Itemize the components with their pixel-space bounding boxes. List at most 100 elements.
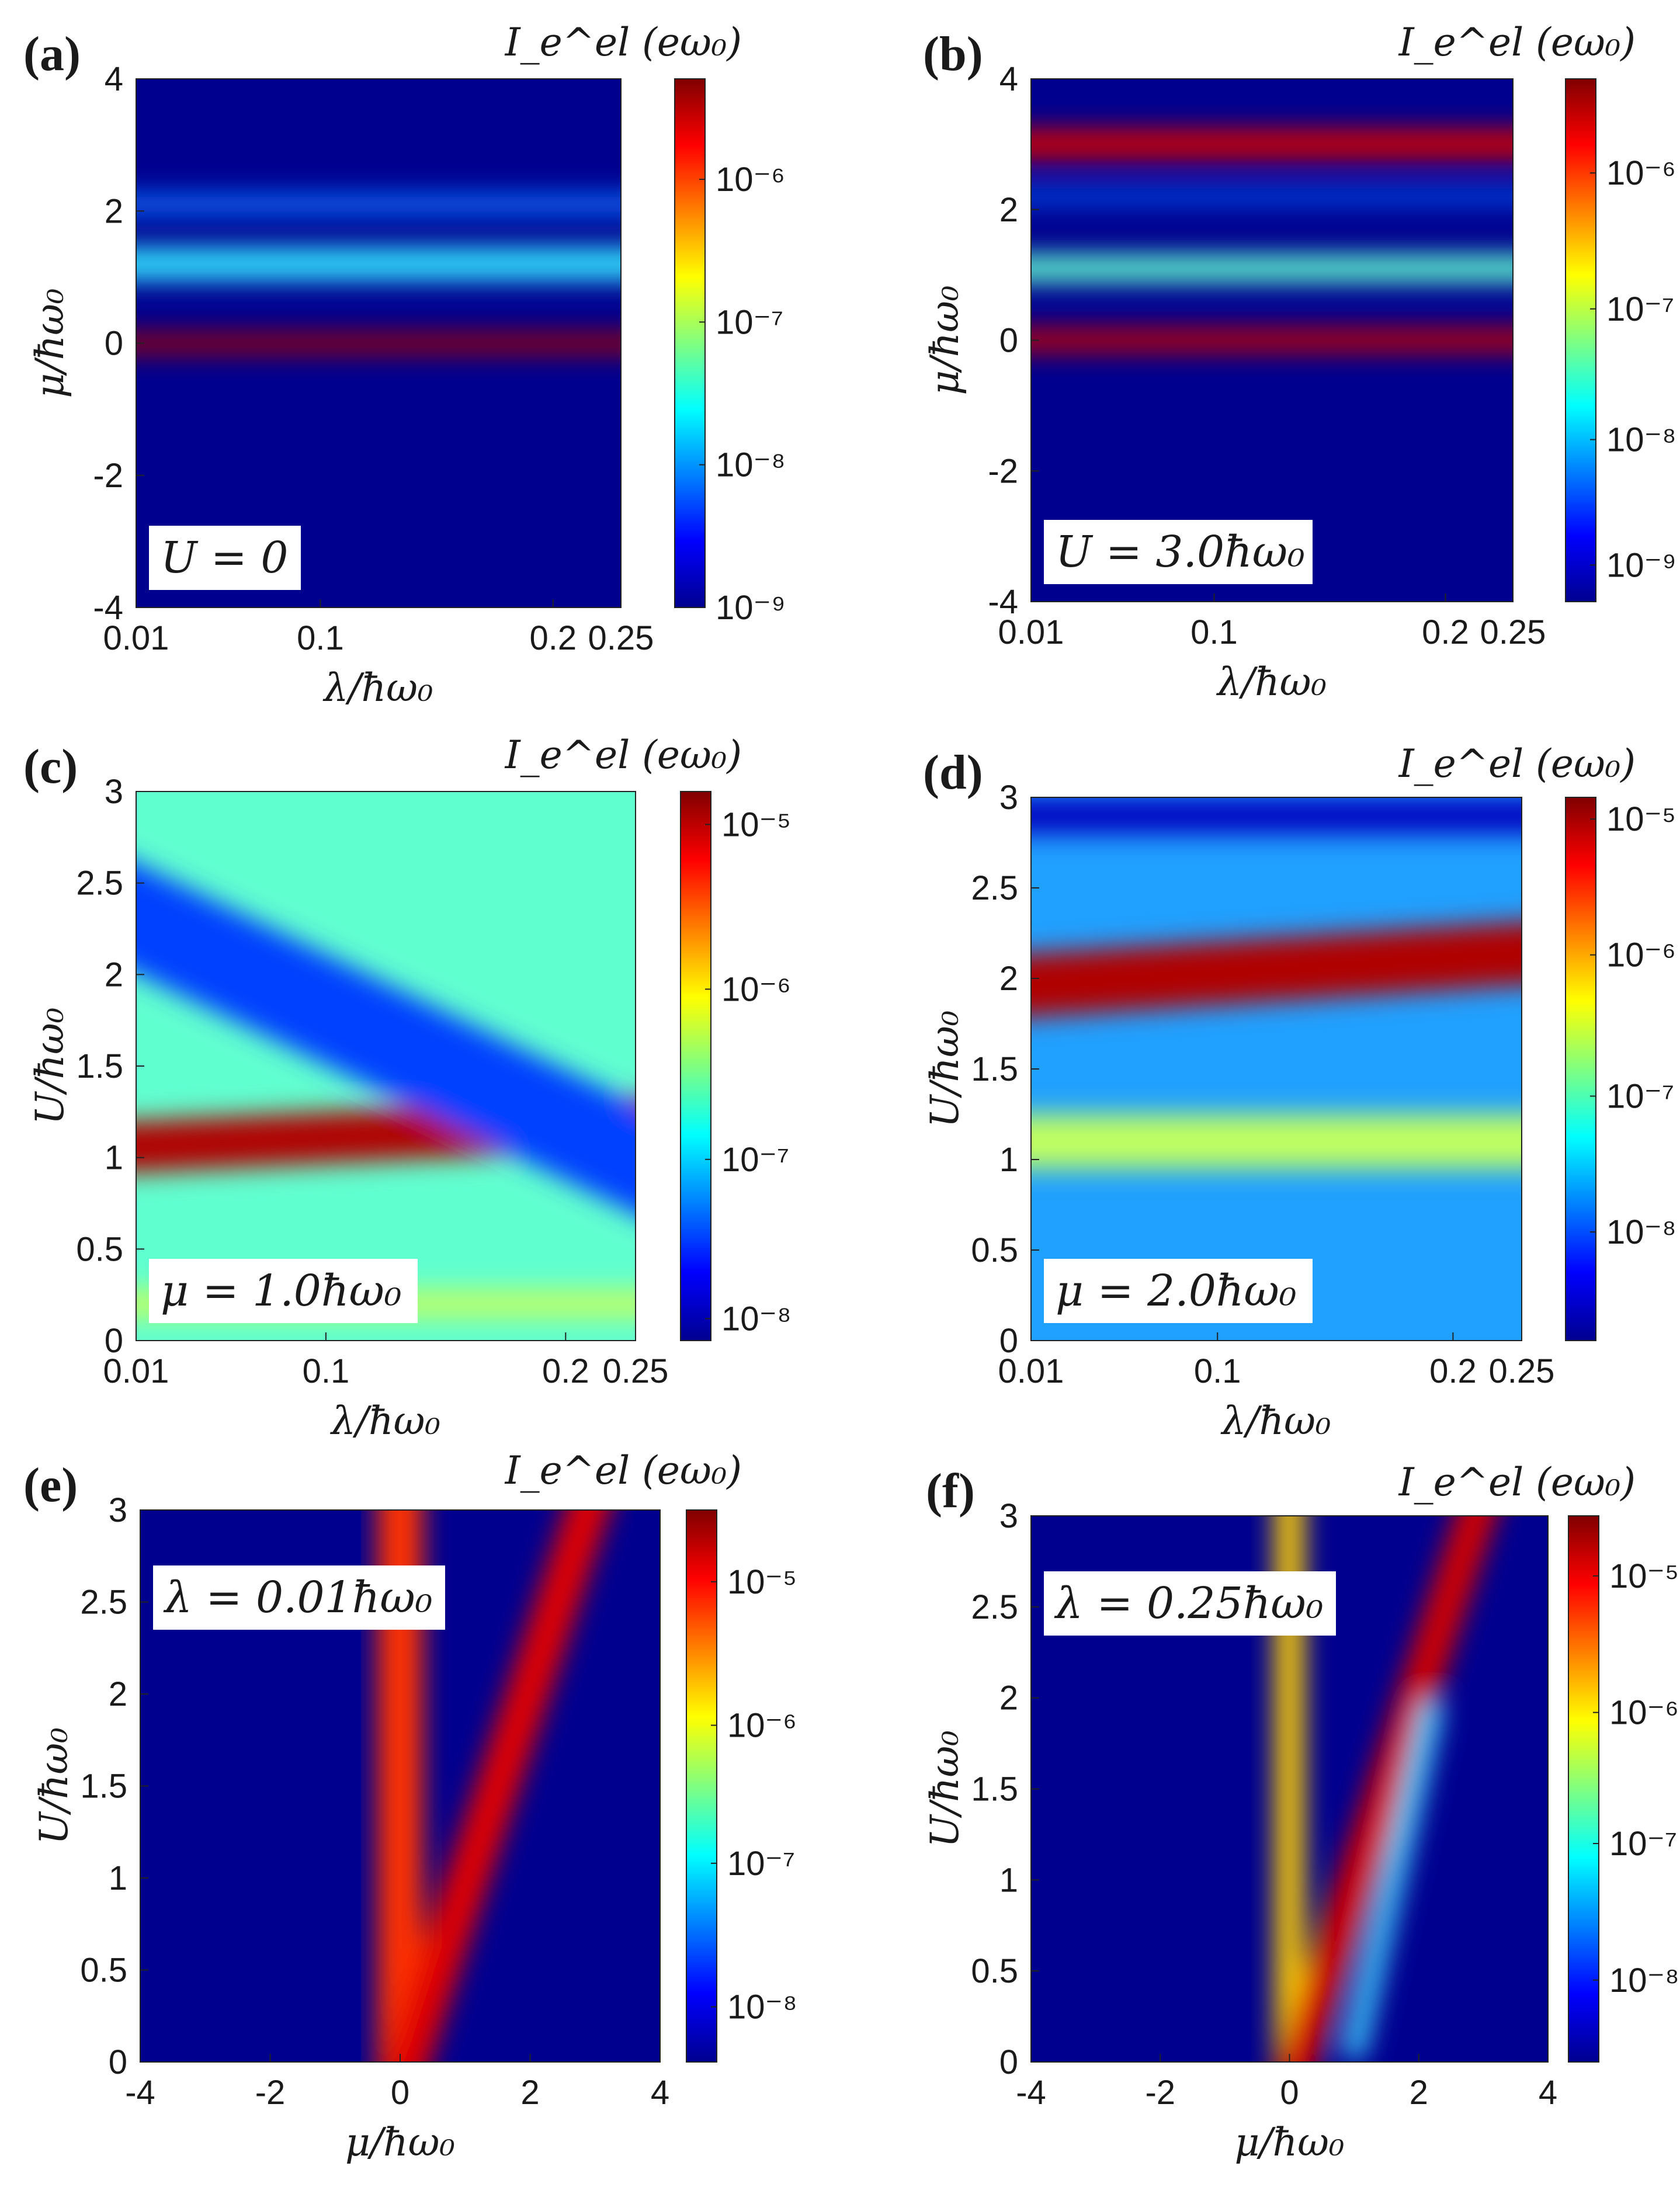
- y-axis-label: U/ħω₀: [27, 1008, 72, 1125]
- intensity-band: [1031, 797, 1522, 834]
- annotation-text: λ = 0.01ħω₀: [163, 1572, 432, 1623]
- x-tick-label: 0.25: [603, 1352, 669, 1390]
- annotation-box: [1044, 1571, 1336, 1636]
- y-tick-label: -4: [93, 589, 123, 627]
- colorbar: [674, 78, 706, 608]
- panel-a: 0.01 0.1 0.2 0.25 4 2 0 -2 -4 λ/ħω₀ μ/ħω₀ (a) U = 0 1…: [23, 20, 786, 710]
- x-tick-label: 0.2: [1422, 613, 1469, 651]
- y-axis-label: μ/ħω₀: [27, 289, 72, 398]
- y-tick-label: -2: [988, 452, 1018, 490]
- colorbar: [1565, 78, 1596, 602]
- y-tick-label: 0.5: [76, 1230, 123, 1268]
- heatmap-background: [1031, 797, 1522, 1341]
- colorbar-tick-label: 10⁻⁶: [727, 1707, 797, 1745]
- y-axis-label: U/ħω₀: [922, 1011, 967, 1128]
- y-tick-label: 3: [999, 1497, 1018, 1535]
- x-tick-label: 4: [651, 2074, 669, 2112]
- x-tick-label: 0.1: [1190, 613, 1238, 651]
- colorbar-tick-label: 10⁻⁸: [727, 1988, 797, 2026]
- y-tick-label: 4: [999, 60, 1018, 98]
- y-tick-label: 2.5: [971, 869, 1018, 907]
- y-tick-label: 0: [105, 1322, 123, 1360]
- colorbar-tick-label: 10⁻⁷: [727, 1845, 795, 1883]
- x-tick-label: 0: [1280, 2074, 1299, 2112]
- y-tick-label: 0: [105, 325, 123, 363]
- x-tick-label: 0.01: [103, 619, 169, 657]
- y-tick-label: 0: [109, 2043, 127, 2081]
- heatmap-layer: [1031, 797, 1522, 1169]
- colorbar-tick-label: 10⁻⁷: [716, 303, 783, 341]
- colorbar: [1568, 1515, 1599, 2063]
- y-axis-label: U/ħω₀: [922, 1730, 967, 1848]
- y-tick-label: 2: [105, 956, 123, 994]
- colorbar-label: I_e^el (eω₀): [1398, 20, 1636, 65]
- y-tick-label: 3: [109, 1491, 127, 1529]
- intensity-band: [1031, 922, 1522, 1017]
- intensity-band: [136, 863, 636, 1214]
- y-tick-label: 1.5: [971, 1050, 1018, 1088]
- panel-letter: (c): [23, 740, 78, 794]
- x-tick-label: 0.2: [529, 619, 577, 657]
- x-tick-label: 0.1: [303, 1352, 350, 1390]
- colorbar: [686, 1509, 717, 2063]
- y-tick-label: 0: [999, 1322, 1018, 1360]
- colorbar-tick-label: 10⁻⁵: [1606, 800, 1676, 838]
- x-axis-label: λ/ħω₀: [1220, 1398, 1331, 1443]
- y-tick-label: 2.5: [80, 1584, 127, 1622]
- colorbar-tick-label: 10⁻⁸: [1606, 1213, 1676, 1251]
- intensity-ridge: [1276, 1516, 1497, 2062]
- panel-b: 0.01 0.1 0.2 0.25 4 2 0 -2 -4 λ/ħω₀ μ/ħω₀ (b) U = 3.…: [922, 20, 1676, 704]
- y-tick-label: 3: [105, 773, 123, 811]
- x-tick-label: 0.01: [998, 613, 1064, 651]
- y-tick-label: 0.5: [80, 1951, 127, 1989]
- colorbar-tick-label: 10⁻⁸: [721, 1300, 792, 1338]
- y-tick-label: 4: [105, 60, 123, 98]
- y-tick-label: 2: [999, 1679, 1018, 1717]
- colorbar: [680, 791, 711, 1341]
- colorbar-tick-label: 10⁻⁶: [1606, 154, 1676, 192]
- x-tick-label: 0.1: [297, 619, 344, 657]
- x-tick-label: 2: [1410, 2074, 1428, 2112]
- x-axis-label: λ/ħω₀: [329, 1398, 440, 1443]
- x-tick-label: -4: [125, 2074, 155, 2112]
- y-tick-label: 2.5: [971, 1588, 1018, 1626]
- x-tick-label: -4: [1016, 2074, 1046, 2112]
- y-tick-label: 2: [999, 191, 1018, 229]
- x-tick-label: 0.25: [1480, 613, 1546, 651]
- intensity-band: [136, 194, 621, 214]
- panel-letter: (f): [926, 1464, 975, 1518]
- colorbar-label: I_e^el (eω₀): [1398, 1460, 1636, 1505]
- annotation-box: [149, 526, 301, 590]
- x-tick-label: 0.01: [998, 1352, 1064, 1390]
- intensity-band: [1031, 190, 1513, 203]
- panel-letter: (e): [23, 1458, 78, 1512]
- x-tick-label: 0.25: [588, 619, 654, 657]
- panel-e: -4 -2 0 2 4 3 2.5 2 1.5 1 0.5 0 μ/ħω₀ U/ħω₀ (e) λ = 0.0…: [23, 1448, 797, 2165]
- x-tick-label: 0: [391, 2074, 409, 2112]
- panel-f: -4 -2 0 2 4 3 2.5 2 1.5 1 0.5 0 μ/ħω₀ U/ħω₀ (f) λ = 0.2…: [922, 1460, 1679, 2165]
- annotation-box: [149, 1259, 418, 1323]
- y-axis-label: U/ħω₀: [32, 1727, 77, 1845]
- intensity-band: [1031, 255, 1513, 282]
- x-tick-label: 4: [1539, 2074, 1557, 2112]
- colorbar-tick-label: 10⁻⁸: [1609, 1962, 1679, 1999]
- x-tick-label: 0.25: [1489, 1352, 1555, 1390]
- y-tick-label: 2: [105, 192, 123, 230]
- intensity-band: [1031, 328, 1513, 352]
- y-tick-label: 0.5: [971, 1231, 1018, 1269]
- y-tick-label: 1.5: [80, 1768, 127, 1806]
- y-tick-label: 0.5: [971, 1952, 1018, 1990]
- colorbar-tick-label: 10⁻⁹: [716, 589, 786, 627]
- panel-letter: (b): [923, 27, 983, 81]
- x-axis-label: μ/ħω₀: [1235, 2120, 1345, 2165]
- colorbar-tick-label: 10⁻⁵: [727, 1563, 797, 1601]
- y-tick-label: -4: [988, 583, 1018, 621]
- colorbar-label: I_e^el (eω₀): [505, 1448, 742, 1493]
- colorbar-tick-label: 10⁻⁸: [716, 446, 786, 484]
- x-axis-label: μ/ħω₀: [345, 2120, 455, 2165]
- x-tick-label: 0.01: [103, 1352, 169, 1390]
- heatmap-layer: [1031, 129, 1513, 352]
- heatmap-layer: [136, 194, 621, 353]
- colorbar-tick-label: 10⁻⁵: [721, 806, 791, 843]
